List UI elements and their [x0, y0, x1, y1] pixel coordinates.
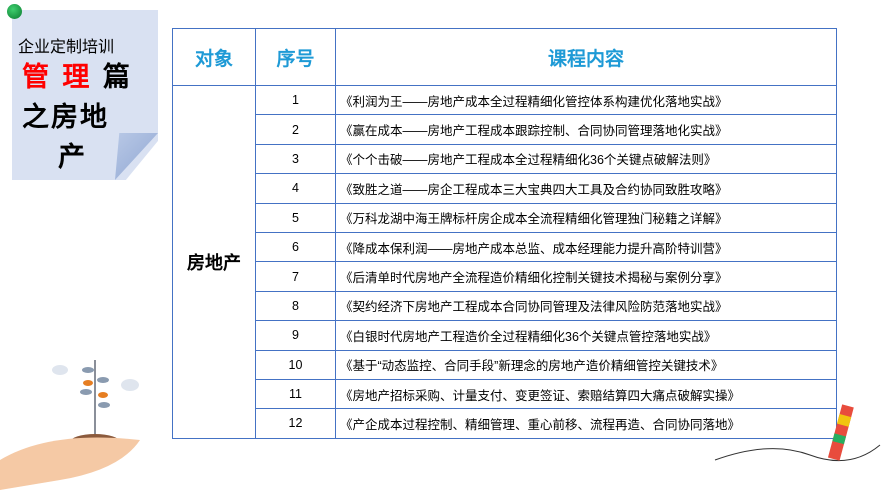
table-row: 11 《房地产招标采购、计量支付、变更签证、索赔结算四大痛点破解实操》 — [173, 378, 837, 410]
row-number: 7 — [255, 261, 336, 292]
row-number: 4 — [255, 173, 336, 204]
plant-hands-illustration — [0, 360, 140, 490]
course-title: 《房地产招标采购、计量支付、变更签证、索赔结算四大痛点破解实操》 — [335, 378, 837, 410]
course-title: 《赢在成本——房地产工程成本跟踪控制、合同协同管理落地化实战》 — [335, 114, 837, 145]
table-row: 4 《致胜之道——房企工程成本三大宝典四大工具及合约协同致胜攻略》 — [173, 173, 837, 204]
row-number: 12 — [255, 408, 336, 439]
course-title: 《降成本保利润——房地产成本总监、成本经理能力提升高阶特训营》 — [335, 231, 837, 263]
row-number: 1 — [255, 84, 336, 116]
row-number: 5 — [255, 202, 336, 233]
course-title: 《万科龙湖中海王牌标杆房企成本全流程精细化管理独门秘籍之详解》 — [335, 202, 837, 233]
row-number: 11 — [255, 378, 336, 410]
course-title: 《个个击破——房地产工程成本全过程精细化36个关键点破解法则》 — [335, 143, 837, 175]
table-row: 9 《白银时代房地产工程造价全过程精细化36个关键点管控落地实战》 — [173, 320, 837, 351]
header-object: 对象 — [172, 28, 256, 86]
course-title: 《后清单时代房地产全流程造价精细化控制关键技术揭秘与案例分享》 — [335, 261, 837, 292]
course-title: 《契约经济下房地产工程成本合同协同管理及法律风险防范落地实战》 — [335, 290, 837, 322]
table-row: 12 《产企成本过程控制、精细管理、重心前移、流程再造、合同协同落地》 — [173, 408, 837, 439]
course-title: 《白银时代房地产工程造价全过程精细化36个关键点管控落地实战》 — [335, 320, 837, 351]
note-title-line2: 之房地 — [22, 102, 109, 133]
table-row: 5 《万科龙湖中海王牌标杆房企成本全流程精细化管理独门秘籍之详解》 — [173, 202, 837, 233]
header-number: 序号 — [255, 28, 336, 86]
table-row: 7 《后清单时代房地产全流程造价精细化控制关键技术揭秘与案例分享》 — [173, 261, 837, 292]
cloud-icon — [121, 379, 139, 391]
table-row: 10 《基于“动态监控、合同手段”新理念的房地产造价精细管控关键技术》 — [173, 349, 837, 380]
course-title: 《利润为王——房地产成本全过程精细化管控体系构建优化落地实战》 — [335, 84, 837, 116]
table-row: 房地产 1 《利润为王——房地产成本全过程精细化管控体系构建优化落地实战》 — [172, 84, 837, 439]
note-subtitle: 企业定制培训 — [18, 37, 115, 56]
row-number: 6 — [255, 231, 336, 263]
row-number: 3 — [255, 143, 336, 175]
course-title: 《基于“动态监控、合同手段”新理念的房地产造价精细管控关键技术》 — [335, 349, 837, 380]
table-row: 2 《赢在成本——房地产工程成本跟踪控制、合同协同管理落地化实战》 — [173, 114, 837, 145]
course-title: 《致胜之道——房企工程成本三大宝典四大工具及合约协同致胜攻略》 — [335, 173, 837, 204]
note-title-line1: 管 理 篇 — [22, 62, 132, 93]
note-title-line3: 产 — [58, 142, 85, 173]
row-number: 9 — [255, 320, 336, 351]
table-row: 6 《降成本保利润——房地产成本总监、成本经理能力提升高阶特训营》 — [173, 231, 837, 263]
table-row: 3 《个个击破——房地产工程成本全过程精细化36个关键点破解法则》 — [173, 143, 837, 175]
course-table: 对象 序号 课程内容 房地产 1 《利润为王——房地产成本全过程精细化管控体系构建优… — [172, 28, 837, 439]
table-row: 8 《契约经济下房地产工程成本合同协同管理及法律风险防范落地实战》 — [173, 290, 837, 322]
header-content: 课程内容 — [335, 28, 837, 86]
pin-icon — [7, 4, 22, 19]
category-cell: 房地产 — [172, 85, 256, 439]
row-number: 8 — [255, 290, 336, 322]
pencil-illustration — [714, 404, 881, 462]
cloud-icon — [52, 365, 68, 375]
row-number: 10 — [255, 349, 336, 380]
course-title: 《产企成本过程控制、精细管理、重心前移、流程再造、合同协同落地》 — [335, 408, 837, 439]
row-number: 2 — [255, 114, 336, 145]
